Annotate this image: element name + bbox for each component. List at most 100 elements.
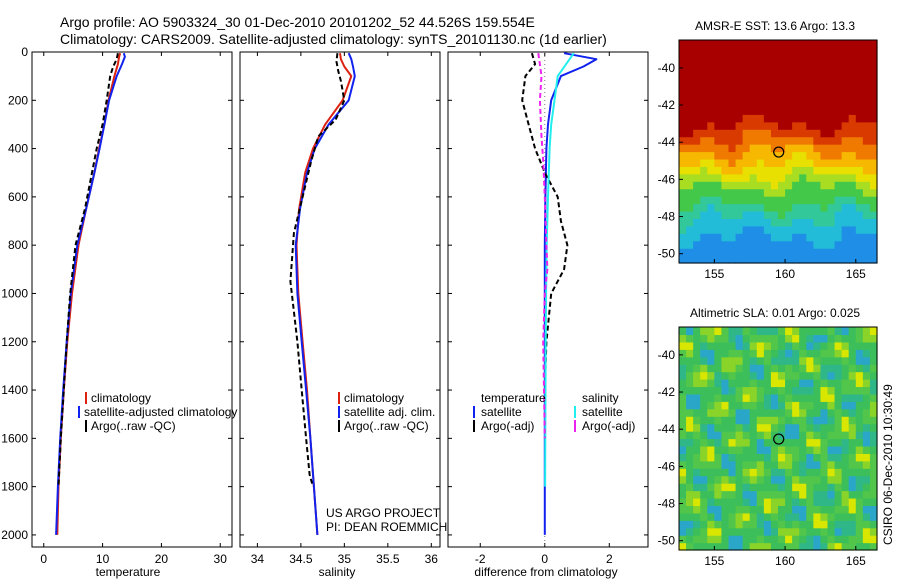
map-cell [820, 371, 829, 380]
map-cell [721, 475, 730, 484]
map-cell [721, 408, 730, 417]
map-cell [679, 99, 687, 108]
map-cell [693, 356, 701, 365]
map-cell [834, 445, 843, 454]
map-cell [700, 136, 708, 145]
map-cell [820, 520, 829, 529]
map-cell [869, 136, 878, 145]
map-cell [869, 151, 878, 160]
map-cell [721, 62, 730, 71]
map-cell [813, 136, 822, 145]
map-cell [820, 438, 829, 447]
map-cell [728, 77, 737, 86]
map-cell [742, 173, 751, 182]
map-cell [707, 240, 715, 249]
map-cell [679, 106, 687, 115]
temperature-plot-frame [31, 51, 233, 548]
map-cell [813, 334, 822, 343]
map-cell [756, 99, 765, 108]
map-cell [785, 386, 793, 395]
map-cell [862, 520, 871, 529]
map-cell [785, 379, 793, 388]
map-cell [841, 490, 850, 499]
map-cell [869, 144, 878, 153]
map-cell [813, 542, 822, 551]
map-cell [841, 460, 850, 469]
map-cell [862, 92, 871, 101]
map-cell [841, 196, 850, 205]
figure-title-line-1: Argo profile: AO 5903324_30 01-Dec-2010 … [60, 14, 535, 30]
map-cell [827, 468, 836, 477]
map-cell [686, 453, 694, 462]
map-cell [778, 416, 786, 425]
map-cell [841, 386, 850, 395]
map-cell [735, 203, 744, 212]
map-cell [700, 520, 708, 529]
map-cell [855, 423, 864, 432]
map-cell [841, 512, 850, 521]
map-cell [841, 364, 850, 373]
map-cell [778, 490, 786, 499]
legend-label-climatology: climatology [344, 391, 404, 405]
map-cell [778, 248, 786, 257]
map-cell [763, 121, 772, 130]
map-cell [778, 364, 786, 373]
map-cell [742, 542, 751, 551]
map-cell [714, 334, 723, 343]
map-cell [785, 505, 793, 514]
map-cell [827, 490, 836, 499]
map-cell [855, 445, 864, 454]
map-cell [714, 106, 723, 115]
map-cell [756, 475, 765, 484]
map-cell [806, 520, 814, 529]
map-cell [756, 106, 765, 115]
map-cell [763, 210, 772, 219]
map-cell [827, 408, 836, 417]
map-cell [806, 84, 814, 93]
map-cell [749, 497, 758, 506]
map-cell [707, 144, 715, 153]
map-cell [799, 166, 807, 175]
map-cell [707, 255, 715, 264]
map-cell [707, 356, 715, 365]
map-cell [749, 62, 758, 71]
map-cell [770, 356, 779, 365]
map-cell [869, 40, 878, 49]
map-cell [679, 490, 687, 499]
map-cell [749, 453, 758, 462]
map-cell [679, 92, 687, 101]
map-cell [855, 255, 864, 264]
map-cell [813, 181, 822, 190]
map-cell [721, 114, 730, 123]
map-cell [700, 248, 708, 257]
map-frame [678, 326, 878, 551]
map-cell [735, 393, 744, 402]
map-cell [806, 527, 814, 536]
map-cell [770, 393, 779, 402]
map-cell [763, 233, 772, 242]
map-cell [693, 416, 701, 425]
map-cell [869, 423, 878, 432]
map-cell [778, 99, 786, 108]
map-cell [848, 181, 857, 190]
map-cell [735, 248, 744, 257]
map-cell [820, 364, 829, 373]
map-cell [756, 356, 765, 365]
map-cell [735, 408, 744, 417]
map-cell [806, 151, 814, 160]
map-cell [728, 438, 737, 447]
map-cell [700, 386, 708, 395]
map-cell [749, 173, 758, 182]
map-cell [820, 181, 829, 190]
legend-label-sal-argo: Argo(-adj) [582, 419, 635, 433]
map-cell [749, 356, 758, 365]
map-cell [770, 99, 779, 108]
map-cell [700, 483, 708, 492]
map-cell [693, 527, 701, 536]
map-cell [700, 505, 708, 514]
map-cell [714, 475, 723, 484]
map-cell [721, 77, 730, 86]
map-cell [700, 527, 708, 536]
map-cell [813, 196, 822, 205]
map-cell [693, 225, 701, 234]
